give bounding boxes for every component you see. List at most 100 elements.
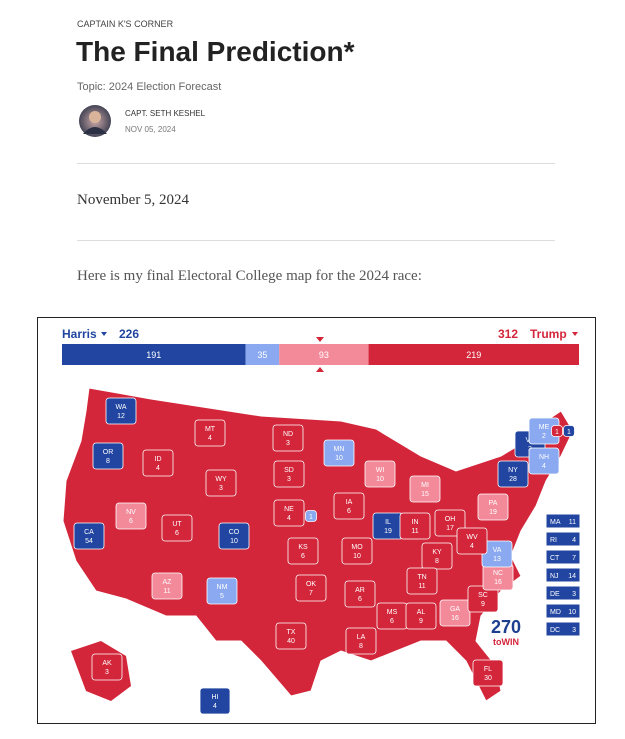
small-state [545, 549, 581, 565]
state [142, 449, 174, 477]
small-state-votes: 3 [572, 627, 576, 634]
state-abbr: IA [346, 499, 353, 506]
state-abbr: SD [284, 467, 294, 474]
state-votes: 5 [220, 593, 224, 600]
state-votes: 4 [287, 515, 291, 522]
state-abbr: IN [412, 519, 419, 526]
state-abbr: TX [287, 629, 296, 636]
state-abbr: AL [417, 609, 426, 616]
state [456, 527, 488, 555]
state-abbr: NC [493, 570, 503, 577]
small-state-votes: 10 [568, 609, 576, 616]
state [92, 442, 124, 470]
state-votes: 6 [129, 518, 133, 525]
state-votes: 4 [213, 703, 217, 710]
state-votes: 40 [287, 638, 295, 645]
state-abbr: PA [489, 500, 498, 507]
state-abbr: OK [306, 581, 316, 588]
state-abbr: SC [478, 592, 488, 599]
state [482, 563, 514, 591]
bar-label: 219 [466, 350, 481, 360]
state-abbr: AZ [163, 579, 173, 586]
state [372, 512, 404, 540]
state-votes: 1 [309, 514, 313, 521]
state [91, 653, 123, 681]
state-votes: 4 [542, 463, 546, 470]
bar-segment [368, 344, 579, 365]
small-state-votes: 7 [572, 555, 576, 562]
state [151, 572, 183, 600]
logo-number: 270 [491, 617, 521, 637]
state-abbr: VA [493, 547, 502, 554]
state [497, 460, 529, 488]
state-abbr: OH [445, 516, 456, 523]
state-votes: 3 [286, 440, 290, 447]
state-votes: 19 [384, 528, 392, 535]
state [194, 419, 226, 447]
state-votes: 7 [309, 590, 313, 597]
avatar[interactable] [78, 104, 112, 138]
state-abbr: WY [215, 476, 227, 483]
state [199, 687, 231, 715]
small-state [545, 513, 581, 529]
state-abbr: NV [126, 509, 136, 516]
state-votes: 13 [493, 556, 501, 563]
state-abbr: MN [334, 446, 345, 453]
state-abbr: LA [357, 634, 366, 641]
divider [77, 240, 555, 241]
state-votes: 3 [219, 485, 223, 492]
state-abbr: NE [284, 506, 294, 513]
state [477, 493, 509, 521]
state [409, 475, 441, 503]
state-votes: 4 [470, 543, 474, 550]
state-abbr: WV [466, 534, 478, 541]
bar-label: 35 [257, 350, 267, 360]
state-abbr: CA [84, 529, 94, 536]
state-votes: 6 [390, 618, 394, 625]
state-votes: 11 [418, 583, 425, 590]
kicker: CAPTAIN K'S CORNER [77, 19, 174, 29]
small-state-abbr: DC [550, 627, 560, 634]
state [161, 514, 193, 542]
state [405, 602, 437, 630]
state-votes: 6 [358, 596, 362, 603]
state-abbr: KS [298, 544, 308, 551]
state-votes: 19 [489, 509, 497, 516]
state-abbr: KY [432, 549, 442, 556]
small-state [545, 621, 581, 637]
small-state [545, 585, 581, 601]
state-abbr: ID [155, 456, 162, 463]
small-state [545, 531, 581, 547]
right-total: 312 [498, 327, 518, 341]
state-votes: 3 [287, 476, 291, 483]
state-votes: 11 [411, 528, 418, 535]
right-name: Trump [530, 327, 567, 341]
state [73, 522, 105, 550]
small-state-votes: 4 [572, 537, 576, 544]
state [472, 659, 504, 687]
state [421, 542, 453, 570]
author[interactable]: CAPT. SETH KESHEL [125, 109, 206, 118]
state [439, 599, 471, 627]
state-votes: 8 [359, 643, 363, 650]
state-abbr: UT [172, 521, 182, 528]
state-abbr: FL [484, 666, 492, 673]
state [305, 510, 317, 522]
state-votes: 10 [353, 553, 361, 560]
state-votes: 4 [208, 435, 212, 442]
left-total: 226 [119, 327, 139, 341]
state-abbr: HI [212, 694, 219, 701]
state [399, 512, 431, 540]
state [323, 439, 355, 467]
bar-segment [62, 344, 246, 365]
state [218, 522, 250, 550]
state-votes: 8 [106, 458, 110, 465]
state-votes: 6 [175, 530, 179, 537]
state-abbr: NH [539, 454, 549, 461]
state [273, 460, 305, 488]
state-abbr: AR [355, 587, 365, 594]
state [406, 567, 438, 595]
state-votes: 10 [230, 538, 238, 545]
state-votes: 1 [555, 429, 559, 436]
